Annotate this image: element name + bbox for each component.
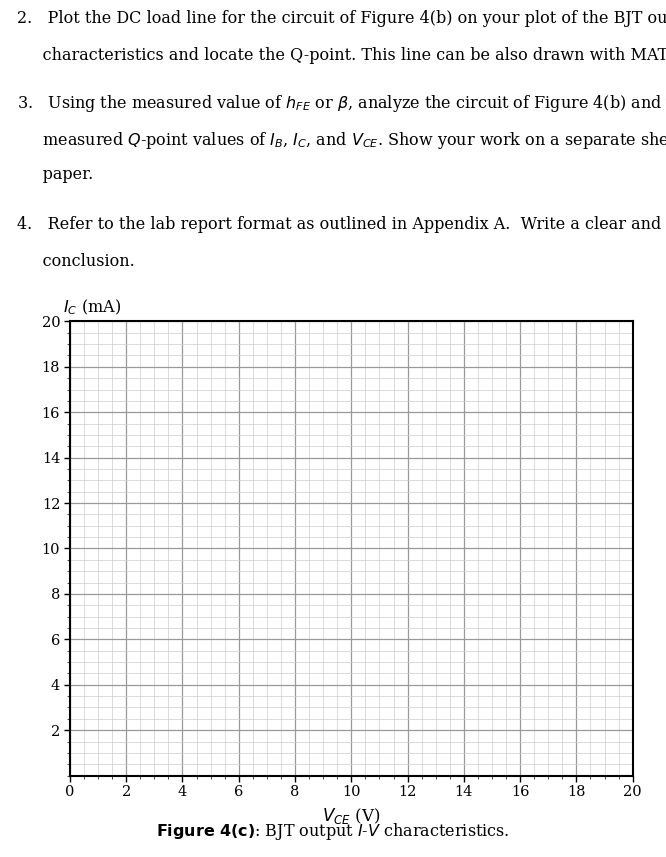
Text: $\mathbf{Figure\ 4(c)}$: BJT output $I$-$V$ characteristics.: $\mathbf{Figure\ 4(c)}$: BJT output $I$-… [157, 820, 509, 842]
Text: 3.   Using the measured value of $h_{FE}$ or $\beta$, analyze the circuit of Fig: 3. Using the measured value of $h_{FE}$ … [17, 93, 666, 114]
Text: paper.: paper. [17, 166, 93, 183]
Text: characteristics and locate the Q-point. This line can be also drawn with MATLAB.: characteristics and locate the Q-point. … [17, 47, 666, 64]
Text: 4.   Refer to the lab report format as outlined in Appendix A.  Write a clear an: 4. Refer to the lab report format as out… [17, 217, 666, 233]
X-axis label: $V_{CE}$ (V): $V_{CE}$ (V) [322, 806, 380, 826]
Text: conclusion.: conclusion. [17, 254, 135, 270]
Text: 2.   Plot the DC load line for the circuit of Figure 4(b) on your plot of the BJ: 2. Plot the DC load line for the circuit… [17, 10, 666, 27]
Text: measured $Q$-point values of $I_B$, $I_C$, and $V_{CE}$. Show your work on a sep: measured $Q$-point values of $I_B$, $I_C… [17, 129, 666, 151]
Text: $I_C$ (mA): $I_C$ (mA) [63, 297, 121, 317]
